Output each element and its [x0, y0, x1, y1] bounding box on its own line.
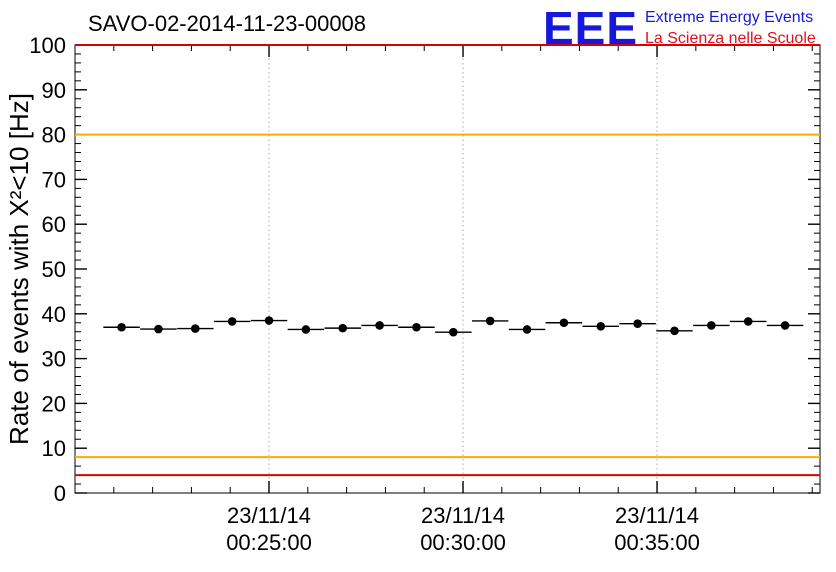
threshold-lines [75, 44, 820, 477]
data-point [154, 324, 163, 334]
x-tick-label-date: 23/11/14 [227, 503, 311, 528]
x-tick-label-time: 00:30:00 [420, 530, 506, 555]
data-point [227, 317, 237, 326]
data-point [780, 321, 790, 330]
x-tick-label-time: 00:35:00 [614, 530, 700, 555]
axes: 010203040506070809010023/11/1400:25:0023… [29, 33, 820, 555]
data-point [449, 327, 458, 337]
y-tick-label: 70 [42, 167, 66, 192]
y-tick-label: 90 [42, 78, 66, 103]
y-tick-label: 60 [42, 212, 66, 237]
data-point [522, 325, 532, 334]
data-point [559, 318, 569, 328]
y-tick-label: 40 [42, 302, 66, 327]
y-tick-label: 80 [42, 123, 66, 148]
data-point [375, 321, 384, 330]
logo-subtitle-scienza-scuole: La Scienza nelle Scuole [645, 30, 816, 47]
data-point [117, 322, 126, 332]
y-tick-label: 10 [42, 436, 66, 461]
data-point [264, 316, 274, 325]
gridlines [268, 45, 658, 493]
logo-subtitle-energy-events: Extreme Energy Events [645, 9, 813, 26]
data-point [596, 322, 606, 331]
y-tick-label: 0 [54, 481, 66, 506]
data-point [707, 321, 716, 330]
y-tick-label: 20 [42, 391, 66, 416]
data-point [633, 319, 642, 328]
data-point [338, 323, 348, 333]
data-point [412, 322, 421, 332]
y-tick-label: 50 [42, 257, 66, 282]
data-point [190, 324, 200, 333]
eee-logo: EEE [543, 2, 638, 54]
plot-frame [74, 44, 821, 494]
y-axis-label: Rate of events with X²<10 [Hz] [4, 93, 34, 445]
x-tick-label-date: 23/11/14 [615, 503, 699, 528]
data-point [485, 316, 495, 326]
data-series [103, 316, 804, 337]
y-tick-label: 30 [42, 347, 66, 372]
x-tick-label-date: 23/11/14 [421, 503, 505, 528]
data-point [743, 317, 753, 326]
plot-title: SAVO-02-2014-11-23-00008 [88, 11, 366, 36]
data-point [670, 326, 679, 336]
y-tick-label: 100 [29, 33, 66, 58]
x-tick-label-time: 00:25:00 [226, 530, 312, 555]
data-point [301, 325, 311, 334]
